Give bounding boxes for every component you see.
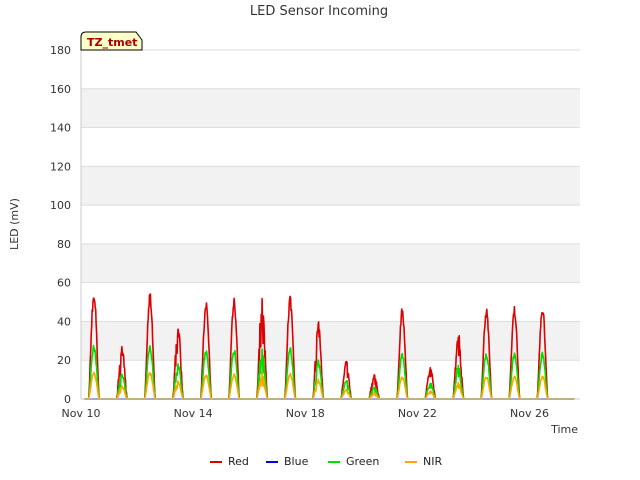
grid-band bbox=[81, 321, 580, 361]
axes: 0 20 40 60 80 100 120 140 160 180 Nov 10 Nov 14 Nov … bbox=[50, 44, 580, 420]
chart-title: LED Sensor Incoming bbox=[250, 4, 388, 19]
plot-area bbox=[81, 50, 580, 399]
grid bbox=[81, 49, 580, 400]
grid-band bbox=[81, 243, 580, 283]
x-tick-label: Nov 14 bbox=[174, 407, 213, 420]
series-line-green bbox=[84, 344, 575, 400]
y-tick-label: 100 bbox=[50, 199, 71, 212]
y-tick-label: 40 bbox=[57, 315, 71, 328]
timezone-badge-text: TZ_tmet bbox=[87, 36, 137, 49]
x-tick-label: Nov 18 bbox=[286, 407, 325, 420]
legend-label-red: Red bbox=[228, 455, 249, 468]
y-axis-label: LED (mV) bbox=[8, 198, 21, 250]
grid-band bbox=[81, 166, 580, 206]
y-tick-label: 20 bbox=[57, 354, 71, 367]
y-tick-label: 60 bbox=[57, 277, 71, 290]
y-tick-label: 80 bbox=[57, 238, 71, 251]
timezone-badge-box bbox=[80, 31, 143, 51]
y-tick-label: 120 bbox=[50, 160, 71, 173]
legend-label-green: Green bbox=[346, 455, 379, 468]
y-tick-label: 180 bbox=[50, 44, 71, 57]
x-tick-label: Nov 26 bbox=[510, 407, 549, 420]
x-axis-label: Time bbox=[550, 423, 578, 436]
y-tick-label: 0 bbox=[64, 393, 71, 406]
grid-band bbox=[81, 88, 580, 128]
x-tick-label: Nov 22 bbox=[398, 407, 437, 420]
series-line-red bbox=[84, 293, 575, 400]
y-tick-label: 140 bbox=[50, 122, 71, 135]
x-tick-label: Nov 10 bbox=[62, 407, 101, 420]
legend-label-blue: Blue bbox=[284, 455, 309, 468]
legend: Red Blue Green NIR bbox=[210, 455, 442, 468]
timezone-badge: TZ_tmet bbox=[80, 31, 143, 51]
series-line-nir bbox=[84, 371, 575, 400]
y-tick-label: 160 bbox=[50, 83, 71, 96]
legend-label-nir: NIR bbox=[423, 455, 442, 468]
